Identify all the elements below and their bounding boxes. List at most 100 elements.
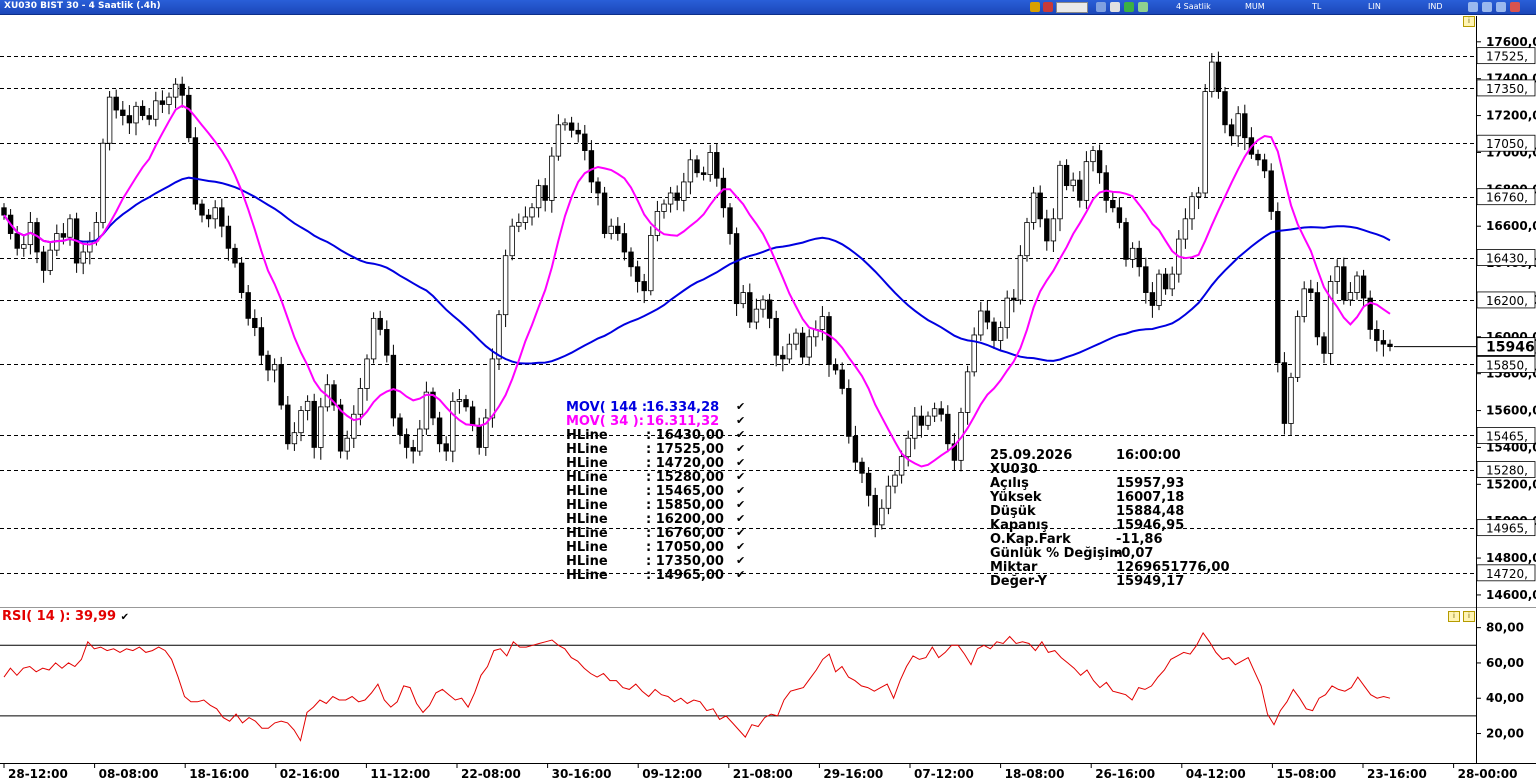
overlay-name: HLine: [566, 540, 608, 555]
x-tick-label: 07-12:00: [914, 767, 974, 781]
grid-icon[interactable]: [1096, 2, 1106, 12]
candle-down: [186, 94, 192, 139]
candle-up: [819, 316, 826, 330]
overlay-legend-row[interactable]: MOV( 34 ): 16.311,32 ✔: [566, 414, 746, 429]
scale-selector[interactable]: LIN: [1368, 2, 1381, 11]
mov144-line: [3, 176, 1391, 365]
chart-icon[interactable]: [1030, 2, 1040, 12]
candle-down: [40, 251, 47, 271]
period-selector[interactable]: 4 Saatlik: [1176, 2, 1211, 11]
hline-axis-box: [1476, 47, 1536, 65]
candle-down: [1063, 164, 1070, 187]
info-label: Düşük: [990, 504, 1036, 519]
chart-style-selector[interactable]: MUM: [1245, 2, 1265, 11]
overlay-legend-row[interactable]: HLine: 15850,00 ✔: [566, 498, 746, 513]
x-tick-label: 18-08:00: [1005, 767, 1065, 781]
x-tick-label: 02-16:00: [280, 767, 340, 781]
info-row: Kapanış 15946,95: [990, 518, 1240, 533]
info-value: 15949,17: [1116, 574, 1185, 589]
y-tick-label: 15600,0: [1486, 404, 1536, 418]
candle-up: [1169, 273, 1175, 290]
overlay-check-icon[interactable]: ✔: [736, 414, 746, 427]
overlay-legend-row[interactable]: HLine: 15465,00 ✔: [566, 484, 746, 499]
candle-up: [1354, 275, 1360, 293]
hline-axis-label: 17050,: [1486, 137, 1528, 151]
candle-down: [285, 404, 291, 445]
price-pane-settings-button[interactable]: i: [1463, 16, 1475, 27]
x-tick-label: 11-12:00: [370, 767, 430, 781]
info-row: Yüksek 16007,18: [990, 490, 1240, 505]
candle-down: [403, 434, 410, 448]
overlay-check-icon[interactable]: ✔: [736, 456, 746, 469]
rsi-y-tick-label: 60,00: [1486, 656, 1524, 670]
overlay-legend-row[interactable]: HLine: 14965,00 ✔: [566, 568, 746, 583]
pin-icon[interactable]: [1468, 2, 1478, 12]
rsi-y-tick-label: 20,00: [1486, 727, 1524, 741]
mode-selector[interactable]: IND: [1428, 2, 1443, 11]
candle-up: [667, 192, 674, 205]
overlay-value: : 15465,00: [646, 484, 724, 499]
overlay-check-icon[interactable]: ✔: [736, 512, 746, 525]
overlay-check-icon[interactable]: ✔: [736, 540, 746, 553]
candle-up: [166, 96, 172, 105]
overlay-legend-row[interactable]: HLine: 16200,00 ✔: [566, 512, 746, 527]
y-tick-label: 16600,0: [1486, 219, 1536, 233]
candle-up: [357, 388, 364, 415]
overlay-legend-row[interactable]: HLine: 17525,00 ✔: [566, 442, 746, 457]
candle-up: [661, 203, 667, 212]
currency-selector[interactable]: TL: [1312, 2, 1322, 11]
candle-up: [1334, 266, 1340, 282]
indicator-icon[interactable]: [1124, 2, 1134, 12]
candle-down: [852, 435, 859, 463]
overlay-legend-row[interactable]: HLine: 17350,00 ✔: [566, 554, 746, 569]
candle-up: [133, 105, 139, 124]
overlay-check-icon[interactable]: ✔: [736, 484, 746, 497]
overlay-check-icon[interactable]: ✔: [736, 428, 746, 441]
candle-down: [436, 417, 443, 445]
overlay-legend-row[interactable]: HLine: 15280,00 ✔: [566, 470, 746, 485]
candle-up: [298, 410, 304, 434]
minimize-icon[interactable]: [1482, 2, 1492, 12]
overlay-legend-row[interactable]: HLine: 14720,00 ✔: [566, 456, 746, 471]
maximize-icon[interactable]: [1496, 2, 1506, 12]
overlay-check-icon[interactable]: ✔: [736, 470, 746, 483]
close-icon[interactable]: [1510, 2, 1520, 12]
overlay-check-icon[interactable]: ✔: [736, 400, 746, 413]
x-tick-label: 15-08:00: [1276, 767, 1336, 781]
overlay-check-icon[interactable]: ✔: [736, 442, 746, 455]
candle-up: [681, 181, 687, 201]
overlay-legend-row[interactable]: HLine: 17050,00 ✔: [566, 540, 746, 555]
overlay-name: HLine: [566, 456, 608, 471]
hline-axis-label: 15465,: [1486, 429, 1528, 443]
rsi-check-icon[interactable]: ✔: [120, 612, 130, 623]
overlay-value: 16.311,32: [646, 414, 720, 429]
overlay-check-icon[interactable]: ✔: [736, 526, 746, 539]
overlay-check-icon[interactable]: ✔: [736, 554, 746, 567]
layout-icon[interactable]: [1110, 2, 1120, 12]
rsi-pane-settings-button[interactable]: i: [1463, 611, 1475, 622]
candle-up: [271, 364, 278, 371]
overlay-legend-row[interactable]: HLine: 16760,00 ✔: [566, 526, 746, 541]
record-icon[interactable]: [1043, 2, 1053, 12]
candle-down: [780, 354, 786, 360]
overlay-legend-row[interactable]: MOV( 144 :16.334,28 ✔: [566, 400, 746, 415]
overlay-legend-row[interactable]: HLine: 16430,00 ✔: [566, 428, 746, 443]
candle-up: [654, 211, 661, 236]
candle-up: [978, 310, 984, 336]
overlay-name: HLine: [566, 498, 608, 513]
toolbar-field[interactable]: [1056, 2, 1088, 13]
tools-icon[interactable]: [1138, 2, 1148, 12]
candle-down: [232, 247, 238, 264]
candle-down: [1215, 61, 1222, 92]
overlay-check-icon[interactable]: ✔: [736, 498, 746, 511]
rsi-y-tick-label: 80,00: [1486, 621, 1524, 635]
candle-down: [714, 152, 720, 179]
overlay-check-icon[interactable]: ✔: [736, 568, 746, 581]
candle-up: [450, 400, 456, 452]
info-row: Değer-Y 15949,17: [990, 574, 1240, 589]
rsi-line: [3, 631, 1391, 742]
rsi-pane-info-button[interactable]: i: [1448, 611, 1460, 622]
candle-up: [912, 415, 918, 439]
candle-down: [1374, 329, 1380, 341]
